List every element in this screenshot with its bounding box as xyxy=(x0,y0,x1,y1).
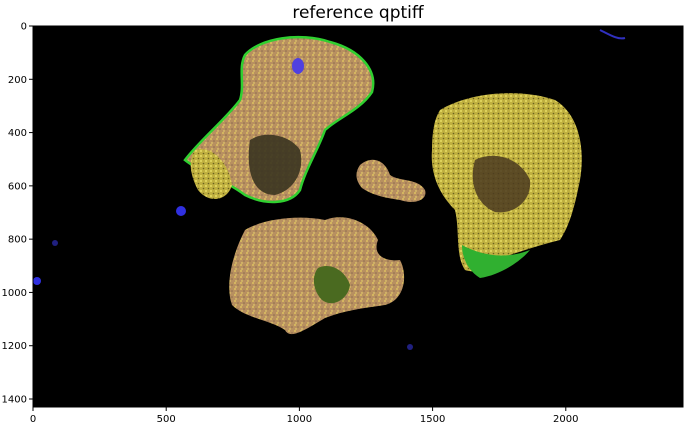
x-tick-label: 1500 xyxy=(420,414,445,424)
tissue-region-upper-left-lower xyxy=(190,149,232,200)
y-tick-label: 0 xyxy=(21,22,27,33)
x-tick-label: 500 xyxy=(157,414,176,424)
x-tick-label: 0 xyxy=(30,414,36,424)
y-axis: 0 200 400 600 800 1000 1200 1400 xyxy=(2,22,33,406)
y-tick-label: 400 xyxy=(8,128,27,139)
y-tick-label: 1400 xyxy=(2,395,27,406)
tissue-image xyxy=(33,29,626,350)
plot-title: reference qptiff xyxy=(292,3,424,23)
tissue-region-upper-left xyxy=(183,35,375,204)
y-tick-label: 600 xyxy=(8,181,27,192)
blue-spot xyxy=(33,277,41,285)
x-tick-label: 1000 xyxy=(287,414,312,424)
tissue-region-right-edge xyxy=(462,245,530,278)
y-tick-label: 200 xyxy=(8,75,27,86)
blue-spot xyxy=(176,206,186,216)
y-tick-label: 1000 xyxy=(2,288,27,299)
blue-streak xyxy=(599,29,626,40)
tissue-region-upper-left-inner xyxy=(248,134,302,195)
blue-spot xyxy=(292,58,304,74)
blue-spot xyxy=(52,240,58,246)
tissue-region-right-dark xyxy=(472,155,531,213)
y-tick-label: 1200 xyxy=(2,341,27,352)
y-tick-label: 800 xyxy=(8,235,27,246)
blue-spot xyxy=(407,344,413,350)
x-tick-label: 2000 xyxy=(553,414,578,424)
tissue-region-lower-left-detail xyxy=(313,265,350,304)
axes-frame xyxy=(32,25,684,408)
tissue-region-center-strip xyxy=(356,159,426,202)
x-axis: 0 500 1000 1500 2000 xyxy=(30,407,579,424)
